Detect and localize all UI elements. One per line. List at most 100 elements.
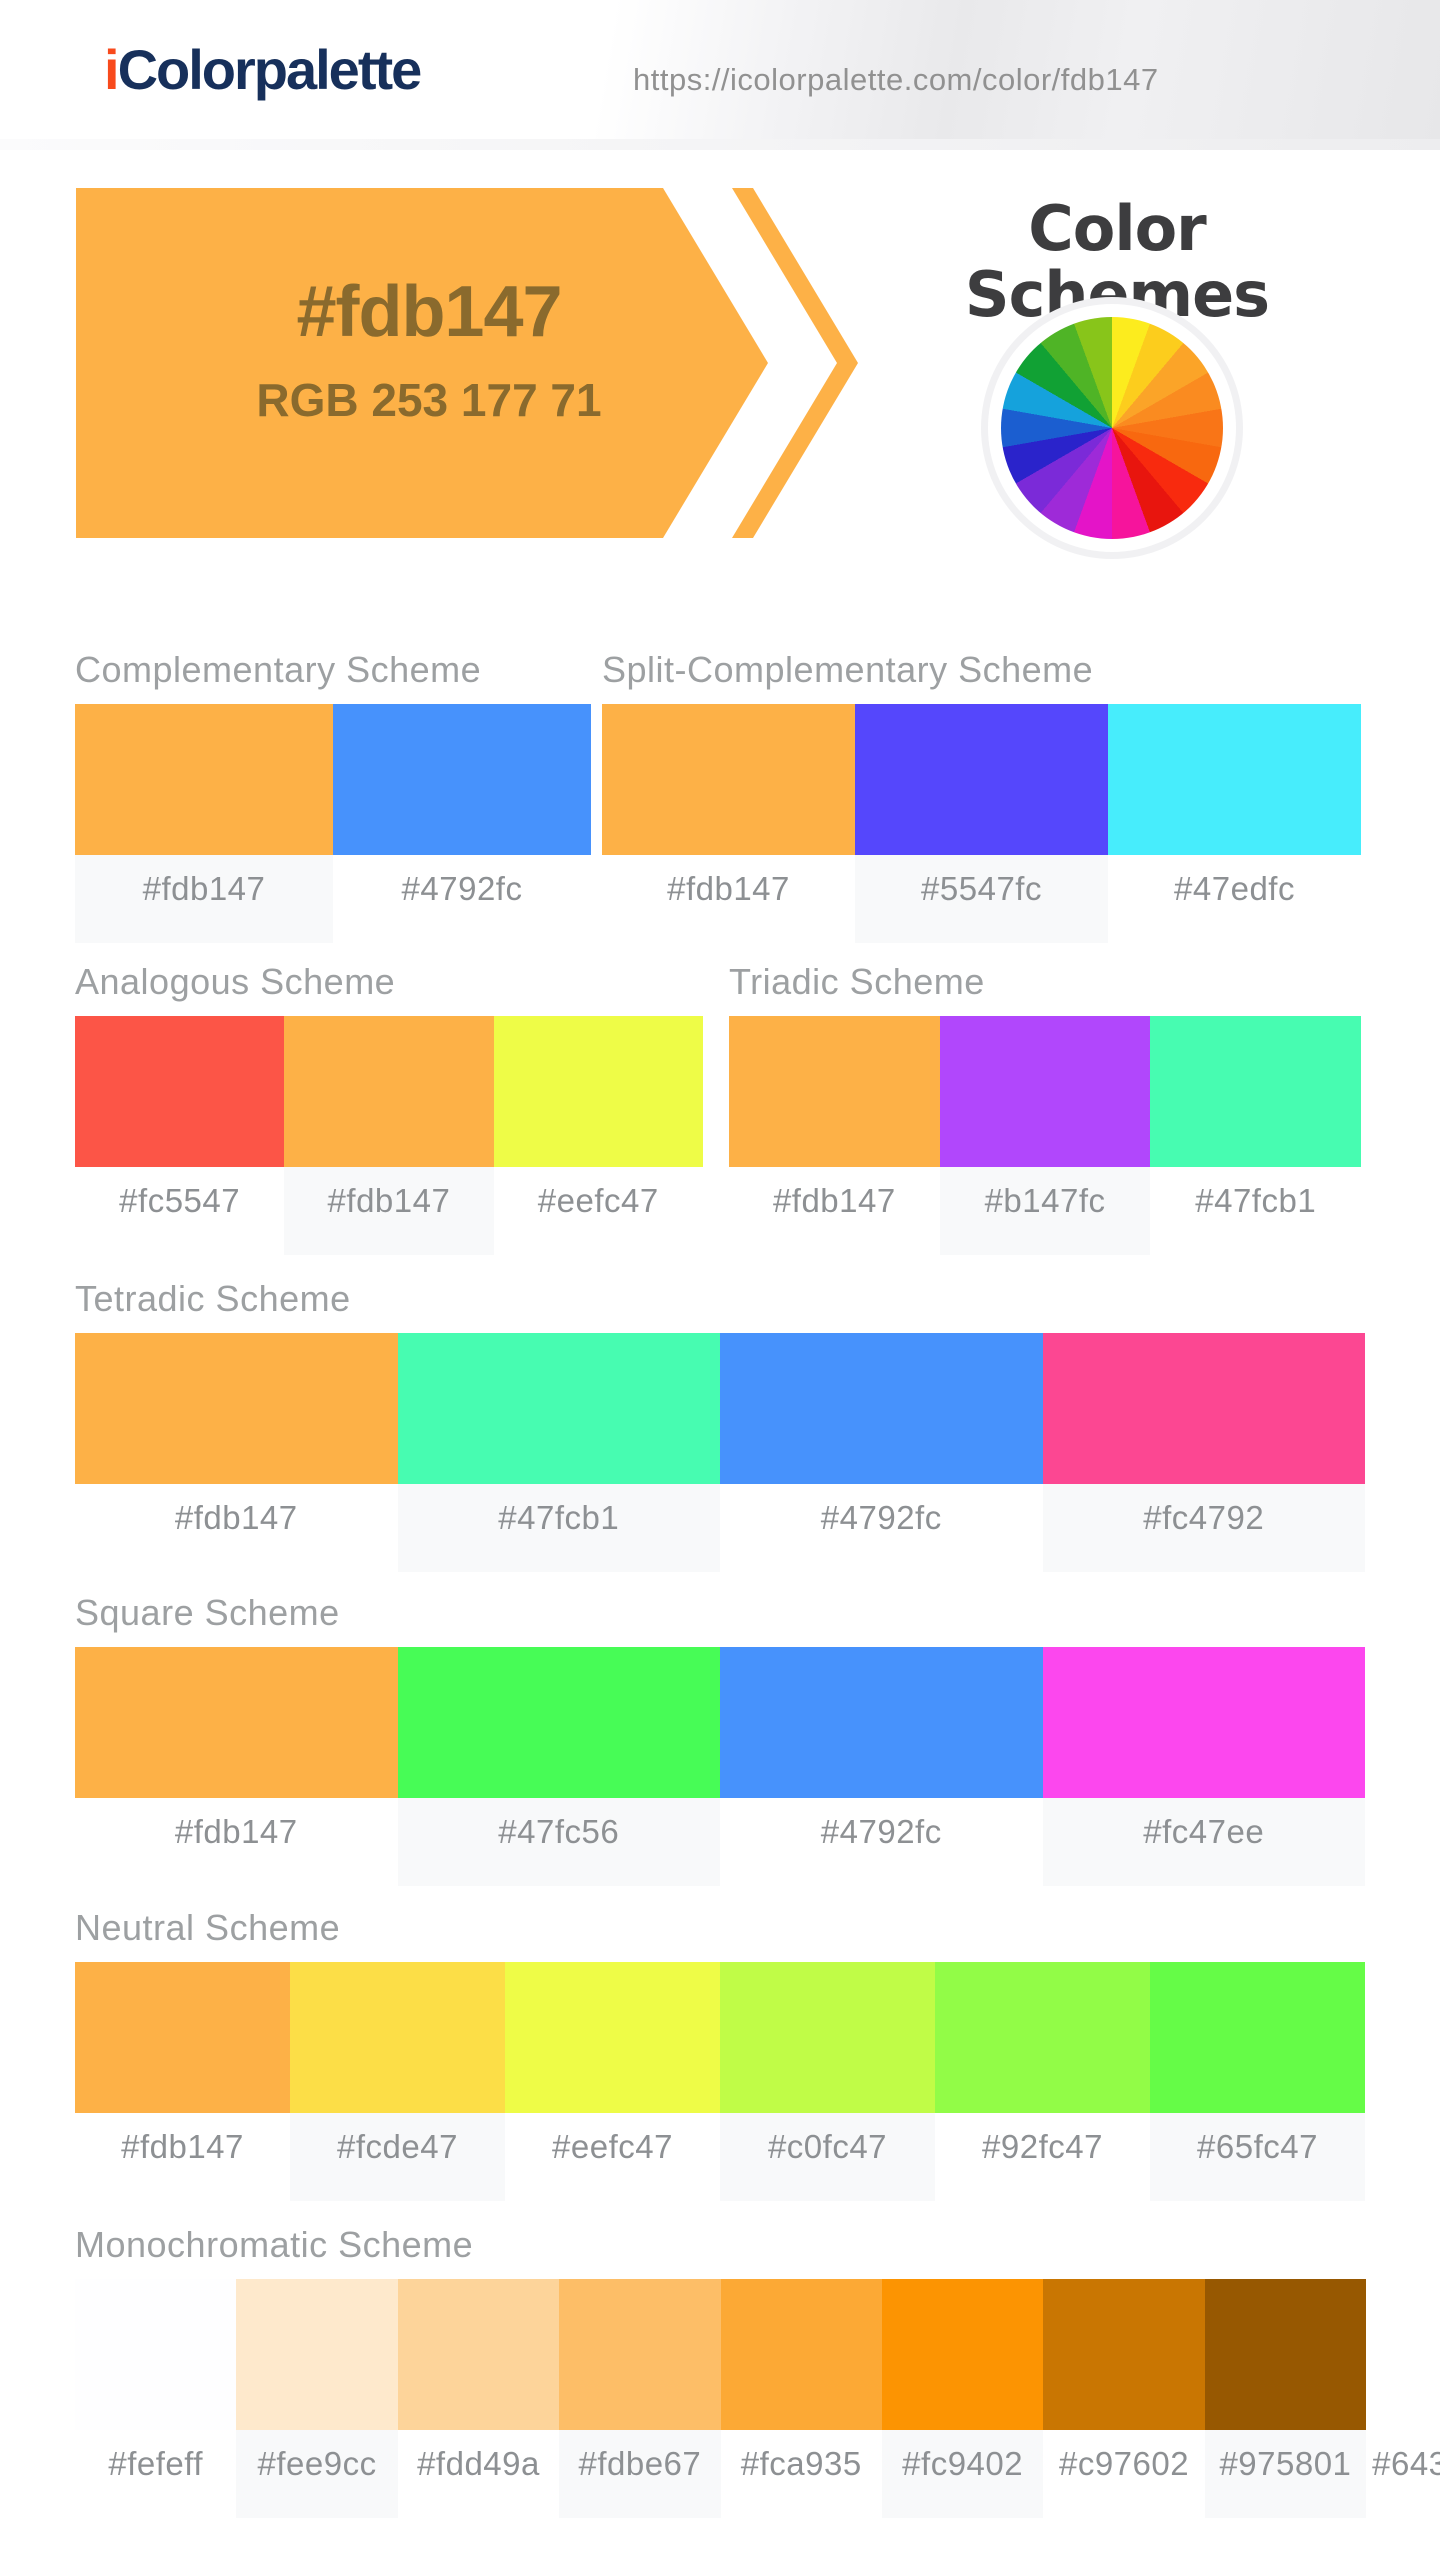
color-swatch[interactable] [290,1962,505,2113]
color-hex-label: #fc47ee [1042,1798,1365,1886]
color-hex-label: #c0fc47 [720,2113,935,2201]
swatch-column: #fdb147 [75,1962,290,2201]
swatch-column: #47fcb1 [1150,1016,1362,1255]
color-hex-label: #fca935 [740,2445,862,2482]
color-hex-label: #47fc56 [397,1798,720,1886]
color-swatch[interactable] [881,2279,1044,2430]
swatch-column: #fc4792 [1042,1333,1365,1572]
color-hex-label: #fdb147 [667,870,790,907]
color-hex-label: #fee9cc [236,2430,398,2518]
color-swatch[interactable] [493,1016,703,1167]
color-hex-label: #fdb147 [174,1499,298,1536]
color-swatch[interactable] [559,2279,721,2430]
color-hex-label: #eefc47 [537,1182,659,1219]
color-hex-label: #975801 [1204,2430,1367,2518]
swatch-column: #eefc47 [493,1016,703,1255]
color-swatch[interactable] [1150,1962,1365,2113]
color-swatch[interactable] [729,1016,940,1167]
color-swatch[interactable] [75,1647,398,1798]
swatch-column: #fca935 [720,2279,882,2518]
swatch-row: #fc5547 #fdb147 #eefc47 [75,1016,703,1255]
color-swatch[interactable] [236,2279,398,2430]
color-swatch[interactable] [75,1962,290,2113]
color-hex-label: #fefeff [108,2445,204,2482]
color-hex-label: #fdb147 [284,1167,494,1255]
swatch-column: #fdb147 [284,1016,494,1255]
scheme-title: Complementary Scheme [75,649,482,690]
color-swatch[interactable] [720,1647,1043,1798]
color-hex-label: #c97602 [1058,2445,1190,2482]
swatch-column: #4792fc [720,1333,1043,1572]
swatch-column: #fdb147 [75,704,333,943]
color-hex-label: #fc4792 [1042,1484,1365,1572]
swatch-row: #fdb147 #b147fc #47fcb1 [729,1016,1362,1255]
color-rgb-value: RGB 253 177 71 [256,374,602,426]
color-swatch[interactable] [939,1016,1151,1167]
swatch-row: #fdb147 #5547fc #47edfc [602,704,1361,943]
color-swatch[interactable] [935,1962,1150,2113]
color-hex-label: #b147fc [939,1167,1151,1255]
swatch-row: #fdb147 #47fc56 #4792fc #fc47ee [75,1647,1365,1886]
color-hex-label: #fdb147 [174,1813,298,1850]
color-hex-label: #4792fc [820,1499,942,1536]
swatch-row: #fefeff #fee9cc #fdd49a #fdbe67 #fca935 #fc94… [75,2279,1440,2518]
scheme-analogous: Analogous Scheme #fc5547 #fdb147 #eefc47 [75,960,703,1255]
swatch-column: #fdb147 [729,1016,940,1255]
scheme-split-complementary: Split-Complementary Scheme #fdb147 #5547fc… [602,648,1361,943]
swatch-column: #5547fc [855,704,1108,943]
swatch-column: #fdb147 [602,704,855,943]
color-swatch[interactable] [397,1647,720,1798]
color-hex-label: #fcde47 [290,2113,505,2201]
logo-text: Colorpalette [117,38,423,101]
site-logo[interactable]: iColorpalette [104,38,423,101]
scheme-title: Triadic Scheme [729,961,985,1002]
color-swatch[interactable] [284,1016,494,1167]
color-swatch[interactable] [75,2279,237,2430]
color-swatch[interactable] [602,704,855,855]
color-swatch[interactable] [397,2279,560,2430]
color-hex-label: #47fcb1 [397,1484,720,1572]
swatch-column: #975801 [1204,2279,1367,2518]
color-swatch[interactable] [75,1016,285,1167]
page-url-text: https://icolorpalette.com/color/fdb147 [633,62,1159,97]
color-swatch[interactable] [1366,2279,1440,2430]
color-wheel-ring [988,304,1236,552]
color-banner-arrow [76,188,858,538]
color-hex-label: #fdbe67 [559,2430,721,2518]
color-hex-label: #4792fc [401,870,523,907]
color-wheel-frame [981,297,1243,559]
color-hex-label: #fdd49a [417,2445,540,2482]
color-swatch[interactable] [1204,2279,1367,2430]
scheme-neutral: Neutral Scheme #fdb147 #fcde47 #eefc47 #c0fc… [75,1906,1365,2201]
swatch-column: #fc47ee [1042,1647,1365,1886]
color-hex-label: #47fcb1 [1195,1182,1317,1219]
color-swatch[interactable] [1042,1647,1365,1798]
color-banner: #fdb147 RGB 253 177 71 [76,188,782,538]
color-hex-label: #eefc47 [552,2128,673,2165]
color-hex-label: #643 [1372,2445,1440,2482]
color-swatch[interactable] [720,2279,882,2430]
color-swatch[interactable] [1150,1016,1362,1167]
color-swatch[interactable] [75,704,333,855]
color-hex-label: #4792fc [820,1813,942,1850]
color-swatch[interactable] [75,1333,398,1484]
swatch-column: #47fc56 [397,1647,720,1886]
color-wheel [1001,317,1223,539]
color-swatch[interactable] [1043,2279,1205,2430]
color-swatch[interactable] [1108,704,1361,855]
color-hex-label: #fdb147 [75,855,333,943]
scheme-title: Tetradic Scheme [75,1278,351,1319]
scheme-triadic: Triadic Scheme #fdb147 #b147fc #47fcb1 [729,960,1362,1255]
color-hex-label: #5547fc [855,855,1108,943]
color-swatch[interactable] [333,704,591,855]
swatch-column: #47edfc [1108,704,1361,943]
color-swatch[interactable] [855,704,1108,855]
color-swatch[interactable] [397,1333,720,1484]
color-swatch[interactable] [720,1333,1043,1484]
swatch-column: #c97602 [1043,2279,1205,2518]
color-swatch[interactable] [505,1962,720,2113]
color-swatch[interactable] [1042,1333,1365,1484]
color-swatch[interactable] [720,1962,935,2113]
scheme-title: Neutral Scheme [75,1907,341,1948]
